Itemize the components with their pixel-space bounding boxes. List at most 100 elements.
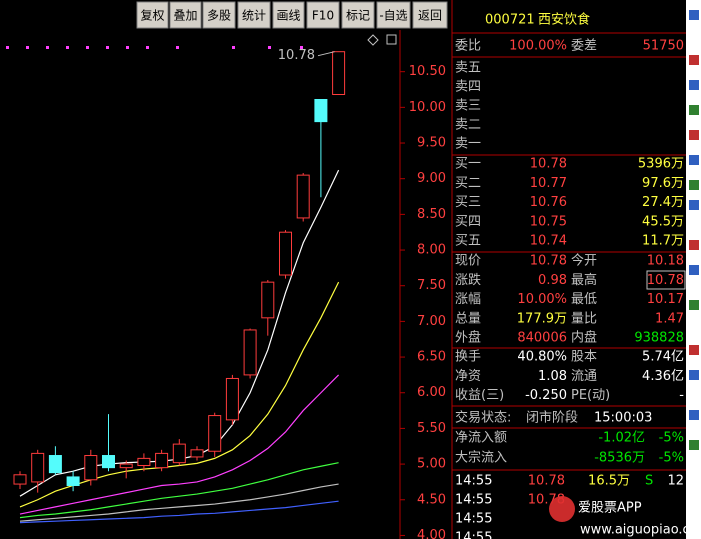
buy-label: 买四 [455,214,481,229]
label: 今开 [571,253,597,269]
side-icons[interactable] [686,0,701,539]
toolbar-button[interactable]: 标记 [341,1,375,29]
candle-body [66,476,80,486]
moving-average-line [19,483,339,522]
watermark-logo [549,496,575,522]
button-face[interactable] [412,1,448,29]
button-face[interactable] [306,1,340,29]
y-tick-label: 8.00 [417,243,446,258]
y-tick-label: 6.50 [417,350,446,365]
buy-price: 10.75 [530,214,567,229]
label: 净资 [455,369,481,384]
value: 10.18 [647,254,684,269]
button-face[interactable] [202,1,236,29]
y-tick-label: 5.50 [417,421,446,436]
y-tick-label: 7.50 [417,278,446,293]
diamond-icon[interactable] [367,34,379,46]
y-tick-label: 9.00 [417,171,446,186]
buy-price: 10.76 [530,195,567,210]
y-tick-label: 9.50 [417,136,446,151]
label: 流通 [571,369,597,384]
flow-value: -1.02亿 [598,431,645,446]
label: 委比 [455,39,481,54]
value: 938828 [634,331,684,346]
candle-body [172,443,186,464]
y-tick-label: 10.00 [409,100,446,115]
candle-body [31,452,45,483]
toolbar-button[interactable]: 返回 [412,1,448,29]
button-label[interactable]: 复权 [140,9,164,23]
flow-label: 净流入额 [455,431,507,446]
tick-cell: 14:55 [455,512,492,527]
candle-body [190,449,204,458]
label: 换手 [455,350,481,365]
candle-body [261,281,275,319]
buy-label: 买二 [455,176,481,191]
button-face[interactable] [136,1,169,29]
toolbar-button[interactable]: 统计 [237,1,271,29]
candle-body [102,455,115,469]
sell-label: 卖五 [455,61,481,76]
button-label[interactable]: -自选 [379,9,407,23]
buy-volume: 45.5万 [642,214,684,229]
label: PE(动) [571,388,610,403]
button-face[interactable] [272,1,305,29]
square-icon[interactable] [386,34,397,45]
value: 177.9万 [517,311,567,326]
candle-body [13,474,27,485]
label: 最低 [571,292,597,307]
y-tick-label: 7.00 [417,314,446,329]
stock-name: 西安饮食 [538,12,590,28]
tick-cell: 14:55 [455,493,492,508]
candle-body [84,455,98,481]
toolbar-button[interactable]: 画线 [272,1,305,29]
tick-cell: 14:55 [455,474,492,489]
button-label[interactable]: F10 [312,9,334,23]
button-label[interactable]: 返回 [418,9,442,23]
sell-label: 卖二 [455,118,481,133]
toolbar-button[interactable]: 多股 [202,1,236,29]
button-face[interactable] [376,1,411,29]
candle-body [119,463,133,469]
peak-label: 10.78 [278,48,315,63]
toolbar-button[interactable]: -自选 [376,1,411,29]
sell-label: 卖四 [455,80,481,95]
toolbar-button[interactable]: 复权 [136,1,169,29]
button-label[interactable]: 画线 [276,9,300,23]
label: 股本 [571,350,597,365]
buy-price: 10.77 [530,176,567,191]
buy-label: 买五 [455,234,481,249]
highlight-box [646,270,686,290]
candle-body [314,98,328,123]
button-label[interactable]: 统计 [242,9,266,23]
button-face[interactable] [341,1,375,29]
flow-value: -8536万 [594,451,645,466]
flow-pct: -5% [659,451,684,466]
value: 10.78 [647,273,684,288]
buy-label: 买三 [455,195,481,210]
toolbar: 复权 叠加 多股 统计 画线 F10 标记 -自选 返回 [136,1,448,29]
tick-cell: 16.5万 [588,474,630,489]
label: 委差 [571,39,597,54]
value: 840006 [517,331,567,346]
flow-pct: -5% [659,431,684,446]
button-face[interactable] [169,1,202,29]
toolbar-button[interactable]: F10 [306,1,340,29]
value: 5.74亿 [642,350,684,365]
button-label[interactable]: 标记 [346,9,370,23]
button-face[interactable] [237,1,271,29]
value: 10.00% [517,292,567,307]
buy-label: 买一 [455,157,481,172]
buy-volume: 27.4万 [642,195,684,210]
button-label[interactable]: 叠加 [173,9,197,23]
button-label[interactable]: 多股 [207,9,231,23]
y-tick-label: 10.50 [409,64,446,79]
value: 100.00% [509,39,567,54]
tick-cell: 14:55 [455,531,492,539]
candle-body [155,452,169,469]
y-tick-label: 4.50 [417,492,446,507]
y-tick-label: 6.00 [417,385,446,400]
toolbar-button[interactable]: 叠加 [169,1,202,29]
tick-cell: 12 [667,474,684,489]
label: 现价 [455,254,481,269]
